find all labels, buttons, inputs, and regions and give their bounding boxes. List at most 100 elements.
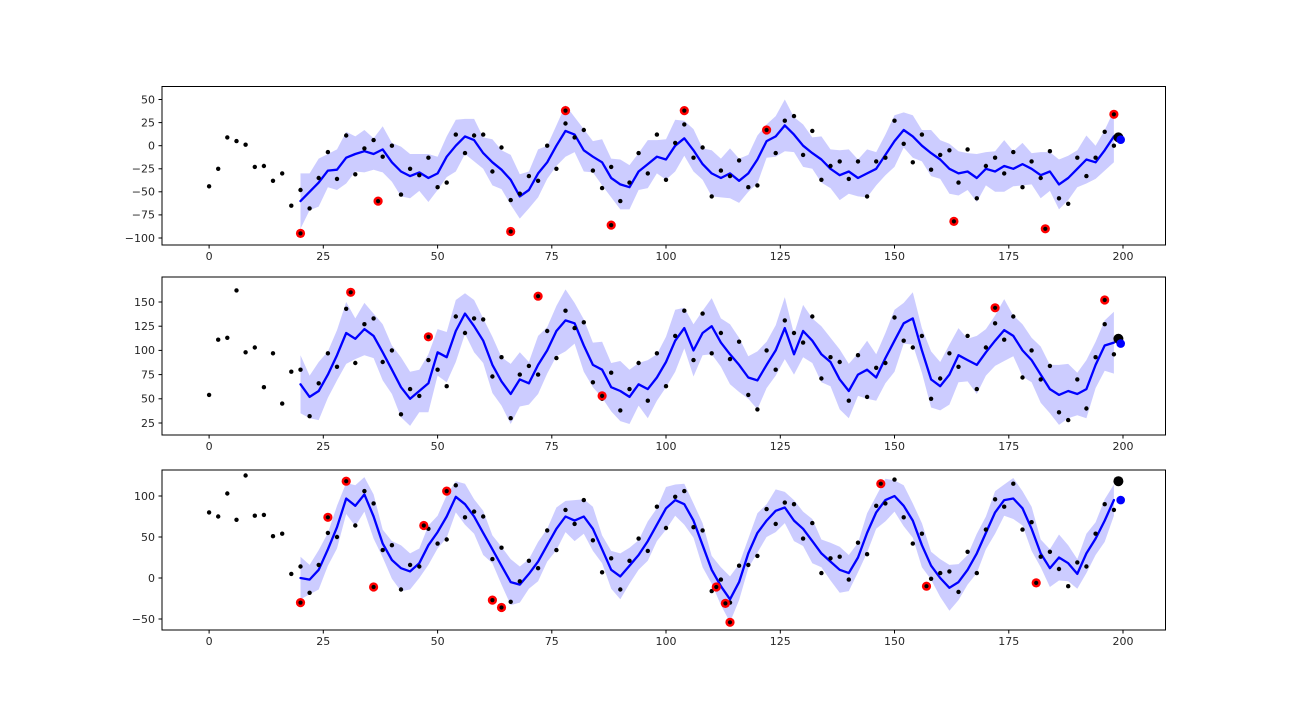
observation-point bbox=[691, 525, 696, 530]
observation-point bbox=[307, 414, 312, 419]
x-tick-label: 175 bbox=[998, 635, 1019, 648]
observation-point bbox=[462, 330, 468, 336]
observation-point bbox=[627, 180, 632, 185]
observation-point bbox=[627, 386, 632, 392]
observation-point bbox=[554, 547, 559, 553]
x-tick-label: 200 bbox=[1113, 250, 1134, 263]
observation-point bbox=[773, 367, 778, 372]
observation-point bbox=[691, 357, 696, 363]
anomaly-marker-center bbox=[344, 479, 349, 484]
observation-point bbox=[855, 353, 861, 358]
observation-point bbox=[344, 133, 349, 138]
observation-point bbox=[1038, 554, 1043, 559]
plot-3: 0 25 50 75 100 125 150 175 200 100 50 0 −50 bbox=[132, 469, 1166, 648]
observation-point bbox=[517, 191, 522, 196]
x-tick-label: 200 bbox=[1113, 635, 1134, 648]
observation-point bbox=[636, 536, 641, 541]
y-tick-label: 50 bbox=[141, 93, 155, 106]
observation-point bbox=[280, 531, 285, 536]
x-tick-label: 0 bbox=[206, 250, 213, 263]
x-tick-label: 200 bbox=[1113, 440, 1134, 453]
x-tick-label: 150 bbox=[884, 250, 905, 263]
observation-point bbox=[645, 548, 650, 554]
observation-point bbox=[435, 541, 440, 546]
x-tick-label: 50 bbox=[431, 440, 445, 453]
x-tick-label: 50 bbox=[431, 635, 445, 648]
observation-point bbox=[1047, 363, 1053, 369]
observation-point bbox=[225, 335, 230, 340]
observation-point bbox=[663, 177, 669, 182]
observation-point bbox=[481, 514, 486, 519]
observation-point bbox=[289, 369, 294, 374]
observation-point bbox=[1075, 560, 1080, 565]
observation-point bbox=[800, 340, 806, 345]
observation-point bbox=[609, 556, 614, 561]
observation-point bbox=[1038, 175, 1043, 181]
observation-point bbox=[727, 173, 733, 179]
observation-point bbox=[280, 401, 285, 406]
observation-point bbox=[1084, 564, 1089, 569]
y-tick-label: 25 bbox=[141, 417, 155, 430]
anomaly-marker-center bbox=[1043, 226, 1048, 231]
observation-point bbox=[956, 589, 961, 595]
observation-point bbox=[919, 333, 925, 339]
observation-point bbox=[261, 163, 267, 169]
observation-point bbox=[490, 556, 495, 562]
observation-point bbox=[974, 570, 979, 576]
observation-point bbox=[371, 501, 376, 506]
observation-point bbox=[444, 537, 449, 542]
observation-point bbox=[389, 143, 395, 148]
observation-point bbox=[216, 337, 221, 342]
observation-point bbox=[581, 127, 586, 133]
observation-point bbox=[883, 360, 888, 366]
observation-point bbox=[526, 363, 532, 369]
observation-point bbox=[417, 393, 422, 399]
observation-point bbox=[901, 515, 906, 520]
observation-point bbox=[1020, 375, 1025, 380]
y-tick-label: −75 bbox=[132, 209, 155, 222]
observation-point bbox=[673, 140, 678, 146]
observation-point bbox=[1011, 149, 1016, 155]
anomaly-marker-center bbox=[376, 199, 381, 204]
observation-point bbox=[1011, 314, 1016, 319]
y-tick-label: 75 bbox=[141, 368, 155, 381]
observation-point bbox=[764, 348, 769, 353]
observation-point bbox=[1075, 377, 1080, 382]
observation-point bbox=[1002, 337, 1007, 342]
x-tick-label: 150 bbox=[884, 440, 905, 453]
observation-point bbox=[270, 178, 276, 183]
observation-point bbox=[627, 558, 632, 563]
observation-point bbox=[325, 149, 331, 155]
observation-point bbox=[481, 317, 486, 322]
observation-point bbox=[892, 315, 897, 320]
observation-point bbox=[700, 145, 705, 150]
anomaly-marker-center bbox=[536, 294, 541, 299]
y-tick-label: −50 bbox=[132, 613, 155, 626]
observation-point bbox=[919, 132, 925, 137]
anomaly-marker-center bbox=[1034, 580, 1039, 586]
observation-point bbox=[709, 588, 714, 594]
observation-point bbox=[691, 155, 696, 160]
x-tick-label: 125 bbox=[770, 250, 791, 263]
observation-point bbox=[554, 355, 559, 361]
x-tick-label: 150 bbox=[884, 635, 905, 648]
observation-point bbox=[746, 392, 751, 398]
latest-observation-point bbox=[1113, 476, 1124, 487]
observation-point bbox=[599, 185, 605, 191]
observation-point bbox=[910, 345, 915, 350]
observation-point bbox=[407, 562, 413, 568]
observation-point bbox=[773, 150, 778, 156]
observation-point bbox=[883, 155, 888, 160]
observation-point bbox=[526, 173, 532, 179]
observation-point bbox=[709, 351, 714, 356]
anomaly-marker-center bbox=[924, 584, 929, 589]
observation-point bbox=[398, 192, 404, 197]
x-tick-label: 100 bbox=[656, 250, 677, 263]
plot-frame bbox=[161, 469, 1166, 631]
observation-point bbox=[636, 360, 641, 366]
observation-point bbox=[983, 527, 989, 532]
observation-point bbox=[563, 507, 568, 513]
observation-point bbox=[362, 146, 367, 151]
observation-point bbox=[353, 172, 358, 177]
